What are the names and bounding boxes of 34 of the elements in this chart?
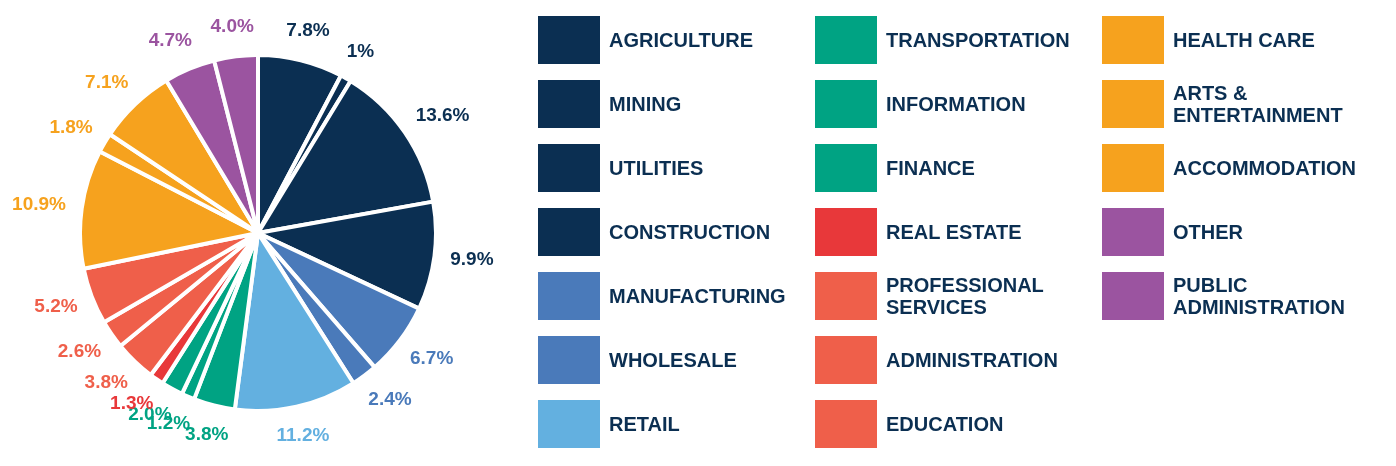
data-label: 7.8% [286,19,330,41]
data-label: 10.9% [12,192,67,214]
data-label: 2.4% [368,387,412,409]
legend-label: ARTS & ENTERTAINMENT [1173,82,1344,126]
legend-label: PROFESSIONAL SERVICES [886,274,1045,318]
data-label: 7.1% [85,70,129,92]
data-label: 5.2% [34,295,78,317]
legend-label: AGRICULTURE [609,29,754,51]
legend-label: UTILITIES [609,157,704,179]
data-label: 4.7% [148,29,193,51]
data-label: 3.8% [84,371,129,393]
legend-label: RETAIL [609,413,680,435]
legend-label: CONSTRUCTION [609,221,771,243]
legend-label: ADMINISTRATION [886,349,1058,371]
legend-label: MINING [609,93,682,115]
legend-label: INFORMATION [886,93,1026,115]
legend-label: EDUCATION [886,413,1004,435]
data-label: 13.6% [415,103,470,125]
data-label: 2.6% [57,339,102,361]
legend-label: TRANSPORTATION [886,29,1070,51]
data-label: 6.7% [409,346,454,368]
legend-label: REAL ESTATE [886,221,1022,243]
data-label: 1% [346,40,375,62]
legend-label: FINANCE [886,157,975,179]
data-label: 11.2% [276,424,330,446]
legend-label: MANUFACTURING [609,285,786,307]
legend-label: WHOLESALE [609,349,737,371]
data-label: 1.8% [49,115,93,137]
data-label: 9.9% [450,248,494,270]
legend-label: PUBLIC ADMINISTRATION [1173,274,1346,318]
legend-label: HEALTH CARE [1173,29,1315,51]
legend-label: ACCOMMODATION [1173,157,1356,179]
legend-label: OTHER [1173,221,1243,243]
data-label: 4.0% [210,14,254,36]
